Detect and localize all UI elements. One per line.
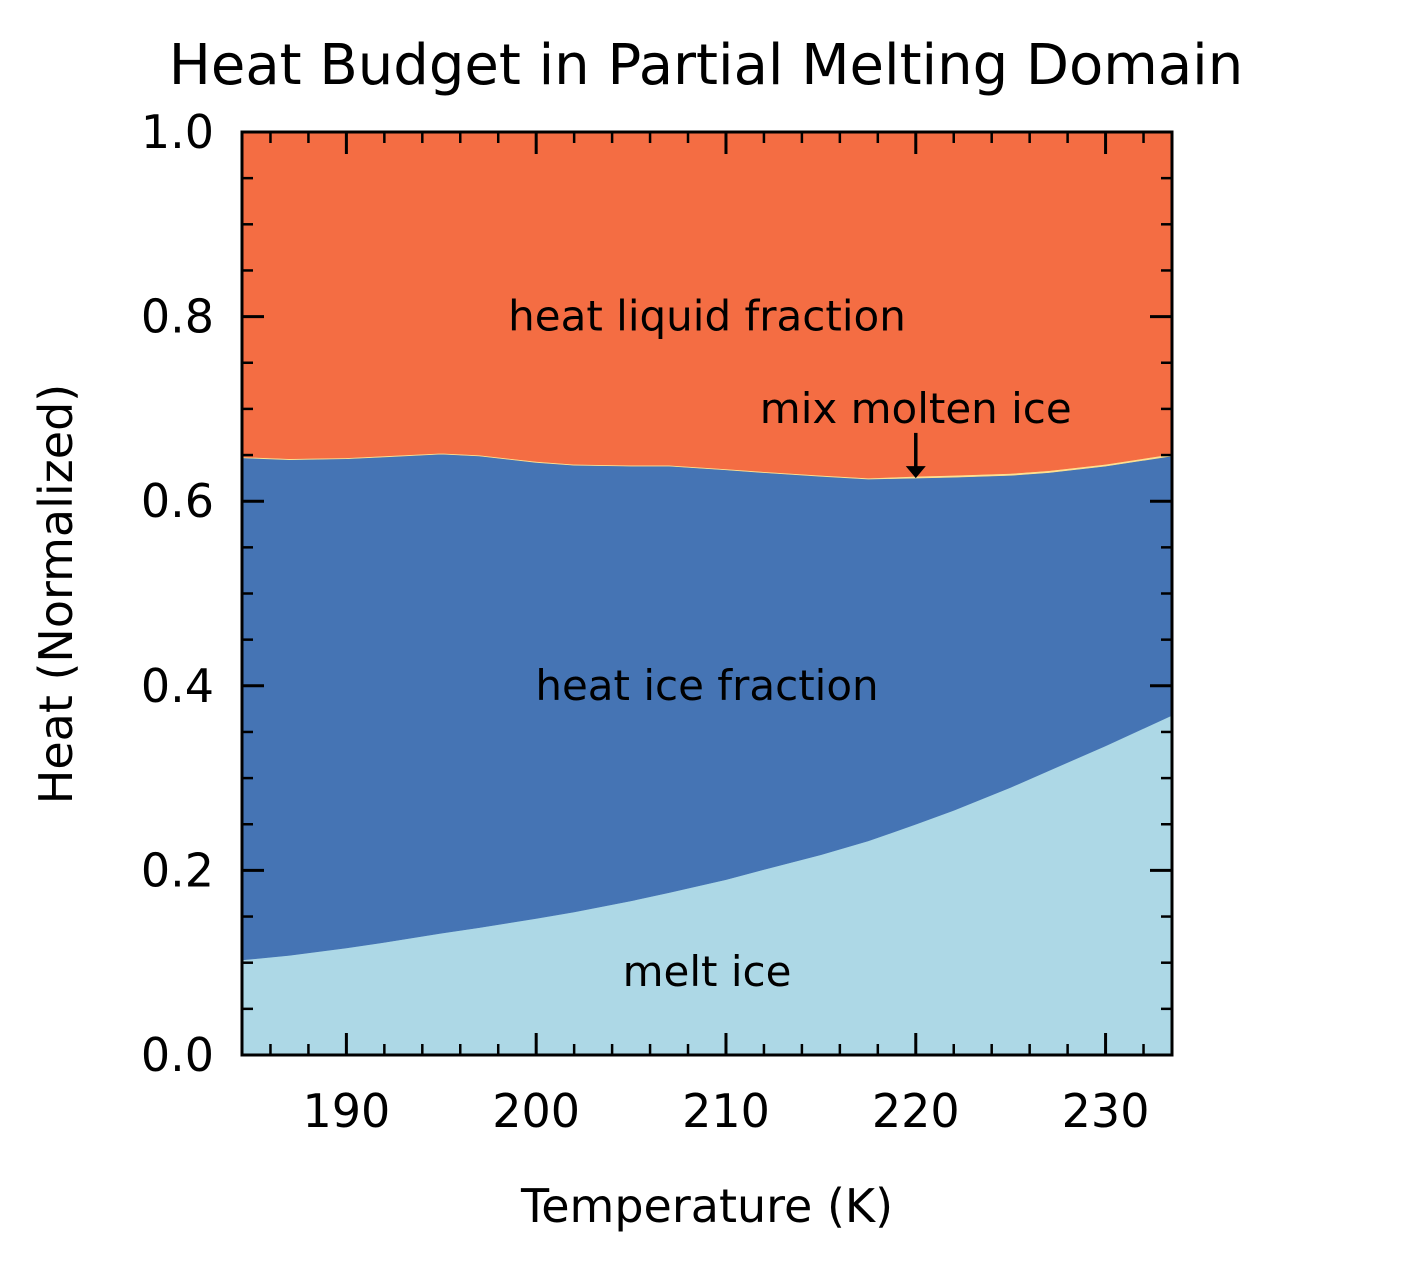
- annotations: heat liquid fraction mix molten ice heat i…: [508, 292, 1072, 996]
- annotation-mix-molten-ice: mix molten ice: [760, 384, 1072, 433]
- annotation-melt-ice: melt ice: [623, 947, 792, 996]
- x-tick-label: 210: [682, 1084, 770, 1138]
- y-tick-label: 0.4: [141, 659, 214, 713]
- annotation-heat-ice-fraction: heat ice fraction: [535, 661, 878, 710]
- x-axis-label: Temperature (K): [520, 1179, 893, 1233]
- y-tick-label: 0.0: [141, 1028, 214, 1082]
- y-tick-label: 0.6: [141, 474, 214, 528]
- x-tick-label: 220: [872, 1084, 960, 1138]
- x-tick-label: 230: [1062, 1084, 1150, 1138]
- plot-areas: [241, 131, 1173, 1056]
- y-tick-label: 1.0: [141, 105, 214, 159]
- y-tick-label: 0.8: [141, 290, 214, 344]
- annotation-heat-liquid-fraction: heat liquid fraction: [508, 292, 906, 341]
- y-axis-label: Heat (Normalized): [29, 384, 83, 805]
- y-tick-label: 0.2: [141, 843, 214, 897]
- annotation-arrow-head: [905, 466, 926, 479]
- x-tick-label: 200: [492, 1084, 580, 1138]
- chart-title: Heat Budget in Partial Melting Domain: [169, 33, 1243, 98]
- axis-ticks: 190 200 210 220 230 0.0 0.2 0.4 0.6 0.8 1.0: [141, 105, 1172, 1138]
- x-tick-label: 190: [302, 1084, 390, 1138]
